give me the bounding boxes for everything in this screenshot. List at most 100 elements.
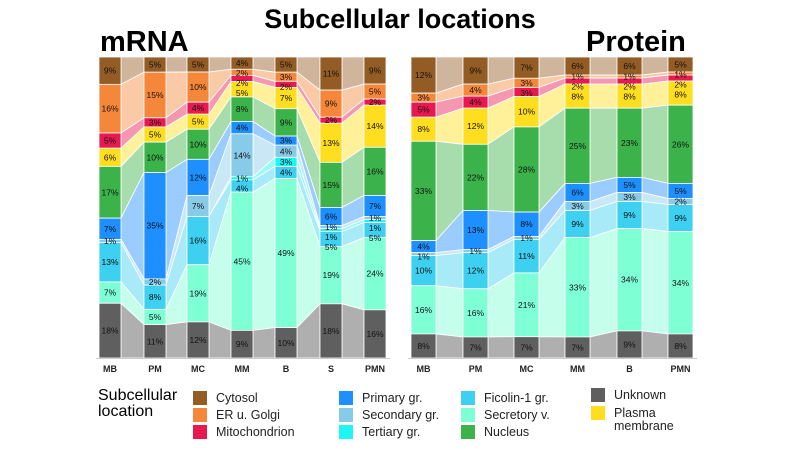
data-label: 2% <box>149 277 162 287</box>
x-tick-label: MC <box>520 364 534 374</box>
x-tick-label: PM <box>148 364 162 374</box>
data-label: 1% <box>236 173 249 183</box>
data-label: 7% <box>520 63 533 73</box>
data-label: 1% <box>571 72 584 82</box>
data-label: 6% <box>571 187 584 197</box>
data-label: 2% <box>280 82 293 92</box>
legend-swatch <box>193 391 207 405</box>
data-label: 2% <box>369 97 382 107</box>
data-label: 5% <box>192 60 205 70</box>
data-label: 5% <box>623 180 636 190</box>
data-label: 2% <box>236 68 249 78</box>
data-label: 16% <box>415 305 432 315</box>
data-label: 33% <box>415 186 432 196</box>
data-label: 7% <box>520 342 533 352</box>
data-label: 6% <box>104 152 117 162</box>
data-label: 4% <box>236 58 249 68</box>
data-label: 5% <box>325 242 338 252</box>
data-label: 49% <box>277 248 294 258</box>
data-label: 7% <box>369 201 382 211</box>
data-label: 45% <box>233 256 250 266</box>
data-label: 21% <box>518 300 535 310</box>
bar-segment <box>410 285 437 335</box>
data-label: 1% <box>325 232 338 242</box>
data-label: 6% <box>623 61 636 71</box>
x-tick-label: B <box>283 364 290 374</box>
data-label: 4% <box>280 168 293 178</box>
data-label: 18% <box>322 326 339 336</box>
bar-segment <box>564 210 591 238</box>
flow-band <box>165 56 188 73</box>
bar-segment <box>667 80 694 106</box>
data-label: 8% <box>236 104 249 114</box>
data-label: 7% <box>469 342 482 352</box>
data-label: 10% <box>146 152 163 162</box>
legend-swatch <box>339 408 353 422</box>
data-label: 22% <box>467 172 484 182</box>
x-tick-label: MB <box>417 364 431 374</box>
data-label: 10% <box>189 139 206 149</box>
data-label: 8% <box>674 90 687 100</box>
data-label: 7% <box>280 93 293 103</box>
data-label: 9% <box>236 339 249 349</box>
bar-segment <box>462 107 489 145</box>
legend-swatch <box>461 425 475 439</box>
data-label: 6% <box>571 61 584 71</box>
flow-band <box>538 56 566 79</box>
data-label: 2% <box>623 82 636 92</box>
x-tick-label: PMN <box>365 364 385 374</box>
data-label: 17% <box>101 187 118 197</box>
bar-segment <box>616 201 643 229</box>
data-label: 8% <box>520 219 533 229</box>
legend-swatch <box>339 425 353 439</box>
legend-swatch <box>591 388 605 402</box>
flow-band <box>487 336 515 359</box>
data-label: 8% <box>417 341 430 351</box>
data-label: 5% <box>369 87 382 97</box>
data-label: 10% <box>277 338 294 348</box>
legend-swatch <box>461 408 475 422</box>
data-label: 5% <box>674 186 687 196</box>
data-label: 9% <box>674 213 687 223</box>
data-label: 9% <box>469 66 482 76</box>
data-label: 26% <box>672 139 689 149</box>
flow-band <box>165 321 188 359</box>
flow-band <box>589 83 618 109</box>
data-label: 3% <box>280 72 293 82</box>
bar-segment <box>564 237 591 338</box>
x-tick-label: MM <box>235 364 250 374</box>
data-label: 5% <box>674 60 687 70</box>
data-label: 13% <box>467 225 484 235</box>
data-label: 5% <box>104 136 117 146</box>
flow-band <box>435 333 464 359</box>
data-label: 9% <box>623 339 636 349</box>
data-label: 9% <box>280 117 293 127</box>
data-label: 34% <box>672 278 689 288</box>
data-label: 4% <box>469 85 482 95</box>
data-label: 8% <box>149 292 162 302</box>
flow-band <box>641 104 669 184</box>
data-label: 1% <box>469 246 482 256</box>
data-label: 8% <box>623 92 636 102</box>
x-tick-label: MB <box>103 364 117 374</box>
legend-label: Ficolin-1 gr. <box>484 391 549 405</box>
bar-segment <box>410 116 437 142</box>
data-label: 16% <box>366 166 383 176</box>
bar-segment <box>667 104 694 184</box>
data-label: 3% <box>623 192 636 202</box>
data-label: 5% <box>369 233 382 243</box>
bar-segment <box>462 210 489 251</box>
data-label: 5% <box>236 88 249 98</box>
data-label: 1% <box>520 233 533 243</box>
flow-band <box>589 107 618 184</box>
bar-segment <box>667 204 694 232</box>
legend-label: Tertiary gr. <box>362 425 421 439</box>
legend-swatch <box>193 425 207 439</box>
data-label: 2% <box>674 196 687 206</box>
data-label: 14% <box>366 121 383 131</box>
data-label: 3% <box>520 78 533 88</box>
data-label: 8% <box>417 124 430 134</box>
data-label: 23% <box>621 138 638 148</box>
legend-label: Unknown <box>614 388 667 402</box>
legend-label: Secretory v. <box>484 408 550 422</box>
